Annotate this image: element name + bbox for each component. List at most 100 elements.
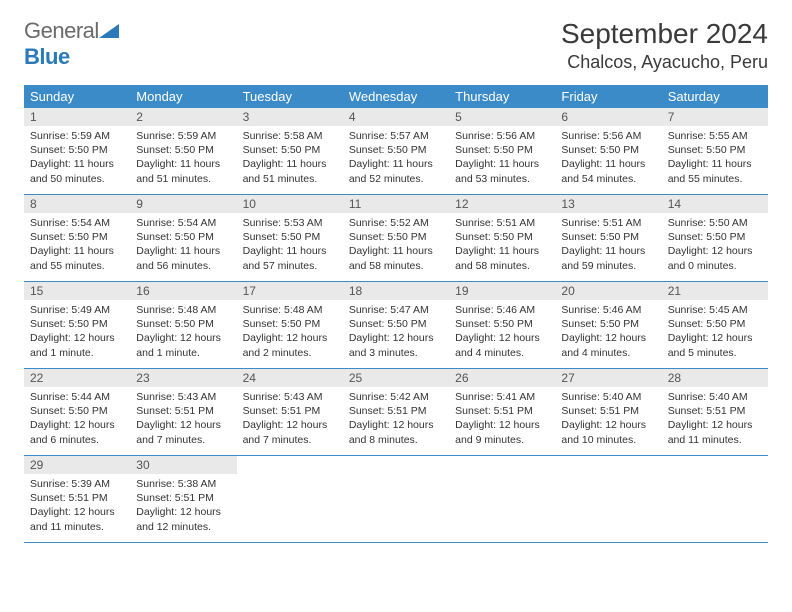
- day-number: 11: [343, 195, 449, 213]
- dow-sat: Saturday: [662, 85, 768, 108]
- logo-triangle-icon: [99, 24, 119, 43]
- day-cell: 28Sunrise: 5:40 AMSunset: 5:51 PMDayligh…: [662, 369, 768, 455]
- week-row: 22Sunrise: 5:44 AMSunset: 5:50 PMDayligh…: [24, 369, 768, 456]
- day-sunrise: Sunrise: 5:57 AM: [349, 129, 443, 143]
- day-sunset: Sunset: 5:50 PM: [243, 143, 337, 157]
- day-cell: [343, 456, 449, 542]
- day-cell: 1Sunrise: 5:59 AMSunset: 5:50 PMDaylight…: [24, 108, 130, 194]
- day-number: 29: [24, 456, 130, 474]
- day-body: Sunrise: 5:56 AMSunset: 5:50 PMDaylight:…: [449, 126, 555, 192]
- day-cell: 20Sunrise: 5:46 AMSunset: 5:50 PMDayligh…: [555, 282, 661, 368]
- day-sunset: Sunset: 5:50 PM: [668, 317, 762, 331]
- day-sunrise: Sunrise: 5:46 AM: [561, 303, 655, 317]
- day-number: 8: [24, 195, 130, 213]
- day-daylight: Daylight: 12 hours and 3 minutes.: [349, 331, 443, 359]
- day-cell: 7Sunrise: 5:55 AMSunset: 5:50 PMDaylight…: [662, 108, 768, 194]
- day-number: 27: [555, 369, 661, 387]
- day-cell: 26Sunrise: 5:41 AMSunset: 5:51 PMDayligh…: [449, 369, 555, 455]
- day-daylight: Daylight: 11 hours and 53 minutes.: [455, 157, 549, 185]
- logo: General Blue: [24, 18, 119, 70]
- day-sunrise: Sunrise: 5:45 AM: [668, 303, 762, 317]
- day-sunset: Sunset: 5:50 PM: [30, 143, 124, 157]
- day-body: Sunrise: 5:52 AMSunset: 5:50 PMDaylight:…: [343, 213, 449, 279]
- day-number: 17: [237, 282, 343, 300]
- day-body: Sunrise: 5:59 AMSunset: 5:50 PMDaylight:…: [24, 126, 130, 192]
- day-daylight: Daylight: 11 hours and 54 minutes.: [561, 157, 655, 185]
- day-body: Sunrise: 5:51 AMSunset: 5:50 PMDaylight:…: [555, 213, 661, 279]
- day-number: 7: [662, 108, 768, 126]
- day-body: Sunrise: 5:54 AMSunset: 5:50 PMDaylight:…: [24, 213, 130, 279]
- day-number: 19: [449, 282, 555, 300]
- day-number: 1: [24, 108, 130, 126]
- page-header: General Blue September 2024 Chalcos, Aya…: [24, 18, 768, 73]
- day-sunrise: Sunrise: 5:59 AM: [136, 129, 230, 143]
- day-number: 5: [449, 108, 555, 126]
- day-number: 24: [237, 369, 343, 387]
- day-number: 18: [343, 282, 449, 300]
- day-sunset: Sunset: 5:50 PM: [455, 143, 549, 157]
- day-daylight: Daylight: 12 hours and 11 minutes.: [30, 505, 124, 533]
- day-cell: 11Sunrise: 5:52 AMSunset: 5:50 PMDayligh…: [343, 195, 449, 281]
- day-sunset: Sunset: 5:51 PM: [243, 404, 337, 418]
- day-sunset: Sunset: 5:50 PM: [349, 317, 443, 331]
- day-daylight: Daylight: 11 hours and 58 minutes.: [455, 244, 549, 272]
- day-sunrise: Sunrise: 5:51 AM: [561, 216, 655, 230]
- day-cell: 9Sunrise: 5:54 AMSunset: 5:50 PMDaylight…: [130, 195, 236, 281]
- day-daylight: Daylight: 11 hours and 50 minutes.: [30, 157, 124, 185]
- week-row: 8Sunrise: 5:54 AMSunset: 5:50 PMDaylight…: [24, 195, 768, 282]
- calendar-body: 1Sunrise: 5:59 AMSunset: 5:50 PMDaylight…: [24, 108, 768, 543]
- day-sunrise: Sunrise: 5:38 AM: [136, 477, 230, 491]
- day-daylight: Daylight: 12 hours and 2 minutes.: [243, 331, 337, 359]
- day-cell: 12Sunrise: 5:51 AMSunset: 5:50 PMDayligh…: [449, 195, 555, 281]
- day-body: Sunrise: 5:50 AMSunset: 5:50 PMDaylight:…: [662, 213, 768, 279]
- day-sunset: Sunset: 5:50 PM: [243, 317, 337, 331]
- day-daylight: Daylight: 12 hours and 1 minute.: [136, 331, 230, 359]
- day-sunrise: Sunrise: 5:43 AM: [136, 390, 230, 404]
- day-sunrise: Sunrise: 5:47 AM: [349, 303, 443, 317]
- day-daylight: Daylight: 12 hours and 8 minutes.: [349, 418, 443, 446]
- day-sunset: Sunset: 5:50 PM: [30, 317, 124, 331]
- dow-mon: Monday: [130, 85, 236, 108]
- day-sunrise: Sunrise: 5:48 AM: [136, 303, 230, 317]
- day-sunset: Sunset: 5:50 PM: [349, 143, 443, 157]
- day-cell: 8Sunrise: 5:54 AMSunset: 5:50 PMDaylight…: [24, 195, 130, 281]
- day-daylight: Daylight: 11 hours and 58 minutes.: [349, 244, 443, 272]
- day-cell: 2Sunrise: 5:59 AMSunset: 5:50 PMDaylight…: [130, 108, 236, 194]
- day-number: 28: [662, 369, 768, 387]
- day-body: Sunrise: 5:57 AMSunset: 5:50 PMDaylight:…: [343, 126, 449, 192]
- day-body: Sunrise: 5:59 AMSunset: 5:50 PMDaylight:…: [130, 126, 236, 192]
- day-body: Sunrise: 5:39 AMSunset: 5:51 PMDaylight:…: [24, 474, 130, 540]
- day-sunrise: Sunrise: 5:54 AM: [136, 216, 230, 230]
- day-sunset: Sunset: 5:51 PM: [136, 491, 230, 505]
- day-daylight: Daylight: 12 hours and 5 minutes.: [668, 331, 762, 359]
- day-cell: 6Sunrise: 5:56 AMSunset: 5:50 PMDaylight…: [555, 108, 661, 194]
- day-body: Sunrise: 5:55 AMSunset: 5:50 PMDaylight:…: [662, 126, 768, 192]
- day-sunset: Sunset: 5:50 PM: [668, 143, 762, 157]
- day-cell: [449, 456, 555, 542]
- day-body: Sunrise: 5:40 AMSunset: 5:51 PMDaylight:…: [555, 387, 661, 453]
- day-sunset: Sunset: 5:50 PM: [30, 404, 124, 418]
- day-daylight: Daylight: 11 hours and 51 minutes.: [136, 157, 230, 185]
- day-daylight: Daylight: 12 hours and 1 minute.: [30, 331, 124, 359]
- day-body: Sunrise: 5:42 AMSunset: 5:51 PMDaylight:…: [343, 387, 449, 453]
- day-body: Sunrise: 5:56 AMSunset: 5:50 PMDaylight:…: [555, 126, 661, 192]
- day-cell: 27Sunrise: 5:40 AMSunset: 5:51 PMDayligh…: [555, 369, 661, 455]
- day-sunrise: Sunrise: 5:46 AM: [455, 303, 549, 317]
- day-sunrise: Sunrise: 5:41 AM: [455, 390, 549, 404]
- day-number: 6: [555, 108, 661, 126]
- calendar: Sunday Monday Tuesday Wednesday Thursday…: [24, 85, 768, 543]
- day-sunrise: Sunrise: 5:58 AM: [243, 129, 337, 143]
- day-body: Sunrise: 5:43 AMSunset: 5:51 PMDaylight:…: [130, 387, 236, 453]
- day-sunset: Sunset: 5:50 PM: [561, 143, 655, 157]
- day-body: Sunrise: 5:54 AMSunset: 5:50 PMDaylight:…: [130, 213, 236, 279]
- day-cell: 4Sunrise: 5:57 AMSunset: 5:50 PMDaylight…: [343, 108, 449, 194]
- day-number: 21: [662, 282, 768, 300]
- day-sunset: Sunset: 5:50 PM: [455, 317, 549, 331]
- dow-fri: Friday: [555, 85, 661, 108]
- day-sunrise: Sunrise: 5:51 AM: [455, 216, 549, 230]
- day-body: Sunrise: 5:48 AMSunset: 5:50 PMDaylight:…: [237, 300, 343, 366]
- day-sunset: Sunset: 5:50 PM: [30, 230, 124, 244]
- dow-tue: Tuesday: [237, 85, 343, 108]
- day-sunrise: Sunrise: 5:54 AM: [30, 216, 124, 230]
- day-number: 14: [662, 195, 768, 213]
